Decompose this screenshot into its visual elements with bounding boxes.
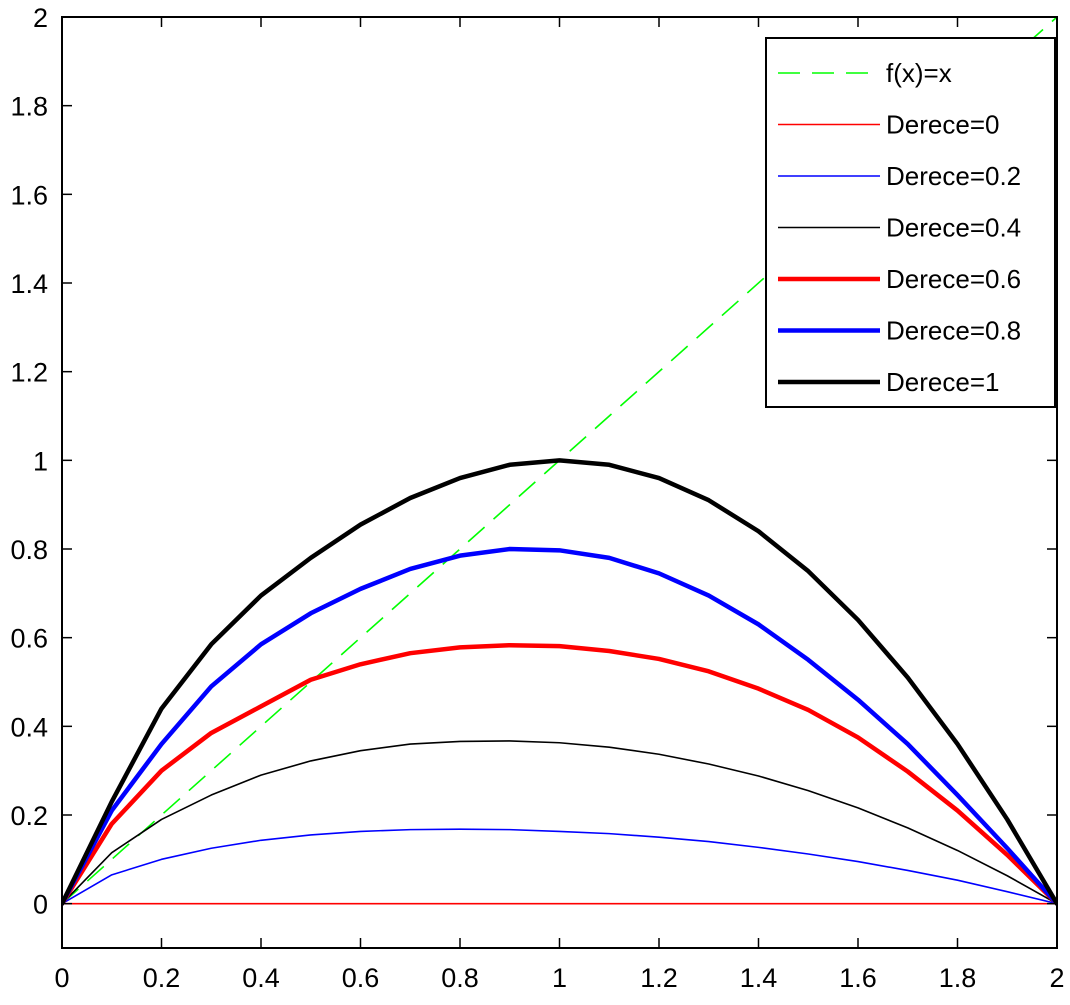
y-tick-label: 2	[33, 3, 48, 33]
y-tick-label: 0.8	[10, 535, 48, 565]
series-lines	[62, 17, 1057, 906]
y-tick-label: 0.6	[10, 624, 48, 654]
legend-label-derece-0-2: Derece=0.2	[886, 161, 1021, 191]
legend-label-derece-1: Derece=1	[886, 367, 999, 397]
x-tick-label: 0.8	[441, 963, 479, 993]
legend-label-derece-0-8: Derece=0.8	[886, 316, 1021, 346]
series-line-derece-0-6	[62, 642, 1057, 906]
legend-label-f-x-x: f(x)=x	[886, 58, 952, 88]
y-tick-label: 0.4	[10, 712, 48, 742]
y-tick-label: 1	[33, 446, 48, 476]
y-axis-tick-labels: 0 0.2 0.4 0.6 0.8 1 1.2 1.4 1.6 1.8 2	[10, 3, 48, 920]
y-tick-label: 1.4	[10, 269, 48, 299]
x-tick-label: 0	[54, 963, 69, 993]
y-tick-label: 0.2	[10, 801, 48, 831]
y-tick-label: 1.2	[10, 358, 48, 388]
legend-label-derece-0-4: Derece=0.4	[886, 213, 1021, 243]
legend: f(x)=x Derece=0 Derece=0.2 Derece=0.4 Derece…	[765, 37, 1056, 408]
y-tick-label: 1.6	[10, 180, 48, 210]
x-tick-label: 1.6	[839, 963, 877, 993]
series-line-derece-1	[62, 458, 1057, 906]
x-tick-label: 2	[1049, 963, 1064, 993]
x-axis-tick-labels: 0 0.2 0.4 0.6 0.8 1 1.2 1.4 1.6 1.8 2	[54, 963, 1064, 993]
x-tick-label: 1.2	[640, 963, 678, 993]
plot-frame	[61, 16, 1058, 949]
x-tick-label: 0.2	[143, 963, 181, 993]
legend-label-derece-0-6: Derece=0.6	[886, 264, 1021, 294]
y-tick-label: 0	[33, 890, 48, 920]
series-line-derece-0-8	[62, 546, 1057, 906]
series-line-derece-0-4	[62, 740, 1057, 905]
x-tick-label: 1	[552, 963, 567, 993]
legend-box	[765, 37, 1056, 408]
x-tick-label: 1.8	[939, 963, 977, 993]
series-line-derece-0-2	[62, 828, 1057, 905]
x-tick-label: 0.6	[342, 963, 380, 993]
x-tick-label: 1.4	[740, 963, 778, 993]
y-tick-label: 1.8	[10, 92, 48, 122]
legend-label-derece-0: Derece=0	[886, 110, 999, 140]
x-tick-label: 0.4	[242, 963, 280, 993]
